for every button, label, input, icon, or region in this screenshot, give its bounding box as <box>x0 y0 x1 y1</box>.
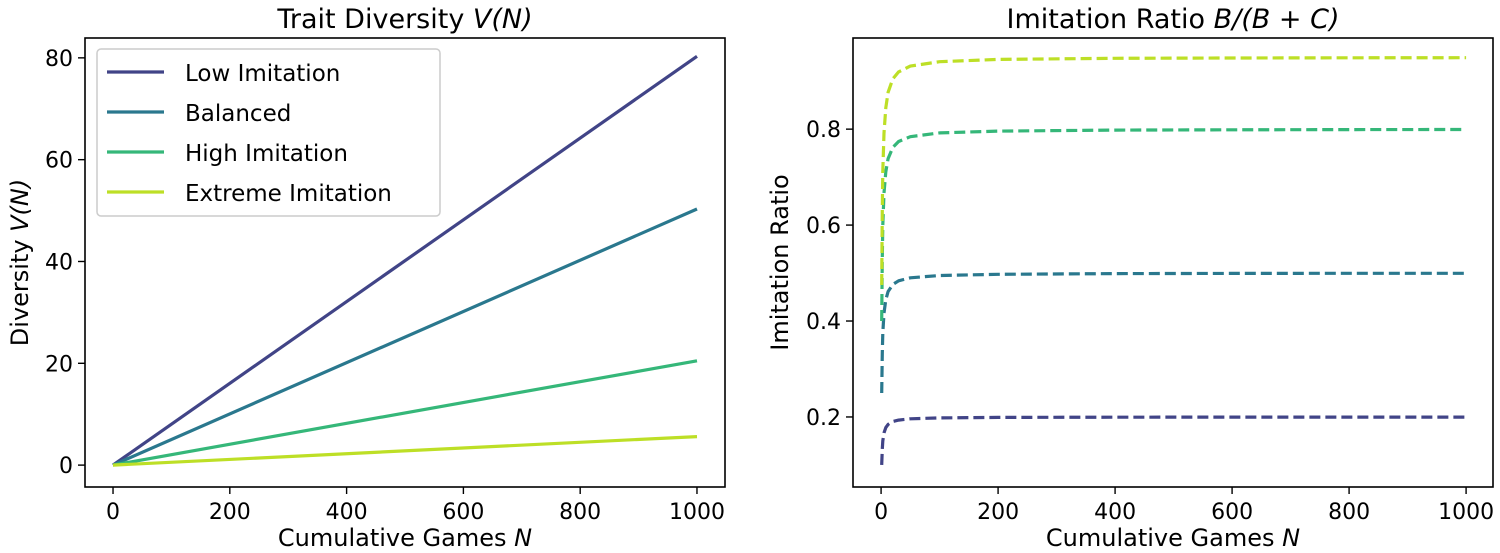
x-tick-label: 600 <box>1211 500 1253 525</box>
y-tick-label: 40 <box>45 250 73 275</box>
axes-frame <box>84 37 726 488</box>
y-axis-label: Imitation Ratio <box>766 174 794 350</box>
x-tick-label: 0 <box>106 500 120 525</box>
x-tick-label: 800 <box>1328 500 1370 525</box>
y-tick-label: 60 <box>45 149 73 174</box>
x-tick-label: 600 <box>442 500 484 525</box>
y-axis-label-math: V(N) <box>6 179 34 232</box>
x-axis-label: Cumulative Games N <box>278 524 532 552</box>
x-axis-label-text: Cumulative Games <box>278 524 514 552</box>
x-tick-label: 400 <box>1094 500 1136 525</box>
legend-box <box>96 48 441 217</box>
series-line-2 <box>112 207 698 467</box>
chart-title: Imitation Ratio B/(B + C) <box>1007 4 1340 35</box>
legend-label: High Imitation <box>185 141 348 167</box>
y-tick-label: 80 <box>45 47 73 72</box>
x-axis-label-math: N <box>1282 524 1300 552</box>
x-axis-label-math: N <box>514 524 532 552</box>
axes-frame <box>852 37 1494 488</box>
series-line-3 <box>880 127 1467 322</box>
chart-2: 0 200 400 600 800 1000 0.2 0.4 0.6 0.8 Imitation R… <box>766 4 1494 552</box>
chart-title: Trait Diversity V(N) <box>276 4 532 35</box>
series-line-1 <box>880 415 1467 465</box>
chart-title-math: V(N) <box>473 4 533 35</box>
series-line-4 <box>112 435 698 467</box>
chart-title-math: B/(B + C) <box>1214 4 1340 35</box>
y-tick-label: 0.4 <box>806 310 841 335</box>
legend-label: Low Imitation <box>185 61 340 87</box>
y-tick-label: 0.2 <box>806 406 841 431</box>
y-tick-label: 0 <box>59 454 73 479</box>
y-tick-label: 20 <box>45 352 73 377</box>
x-tick-label: 1000 <box>669 500 725 525</box>
x-axis-label-text: Cumulative Games <box>1046 524 1282 552</box>
series-line-4 <box>880 56 1467 286</box>
x-axis-label: Cumulative Games N <box>1046 524 1300 552</box>
y-axis-label-text: Diversity <box>6 232 34 346</box>
x-tick-label: 400 <box>326 500 368 525</box>
y-tick-label: 0.6 <box>806 214 841 239</box>
chart-1: 0 200 400 600 800 1000 0 20 40 60 80 Trait Diversit… <box>6 4 726 552</box>
legend-label: Extreme Imitation <box>185 181 392 207</box>
chart-title-text: Trait Diversity <box>276 4 473 35</box>
x-tick-label: 200 <box>209 500 251 525</box>
series-line-3 <box>112 359 698 467</box>
series-line-2 <box>880 271 1467 394</box>
series-line-1 <box>112 54 698 467</box>
chart-title-text: Imitation Ratio <box>1007 4 1214 35</box>
legend-label: Balanced <box>185 101 291 127</box>
x-tick-label: 800 <box>559 500 601 525</box>
x-tick-label: 0 <box>874 500 888 525</box>
legend: Low Imitation Balanced High Imitation Extre… <box>96 48 441 217</box>
y-axis-label: Diversity V(N) <box>6 179 34 347</box>
x-tick-label: 1000 <box>1438 500 1494 525</box>
y-tick-label: 0.8 <box>806 118 841 143</box>
x-tick-label: 200 <box>977 500 1019 525</box>
